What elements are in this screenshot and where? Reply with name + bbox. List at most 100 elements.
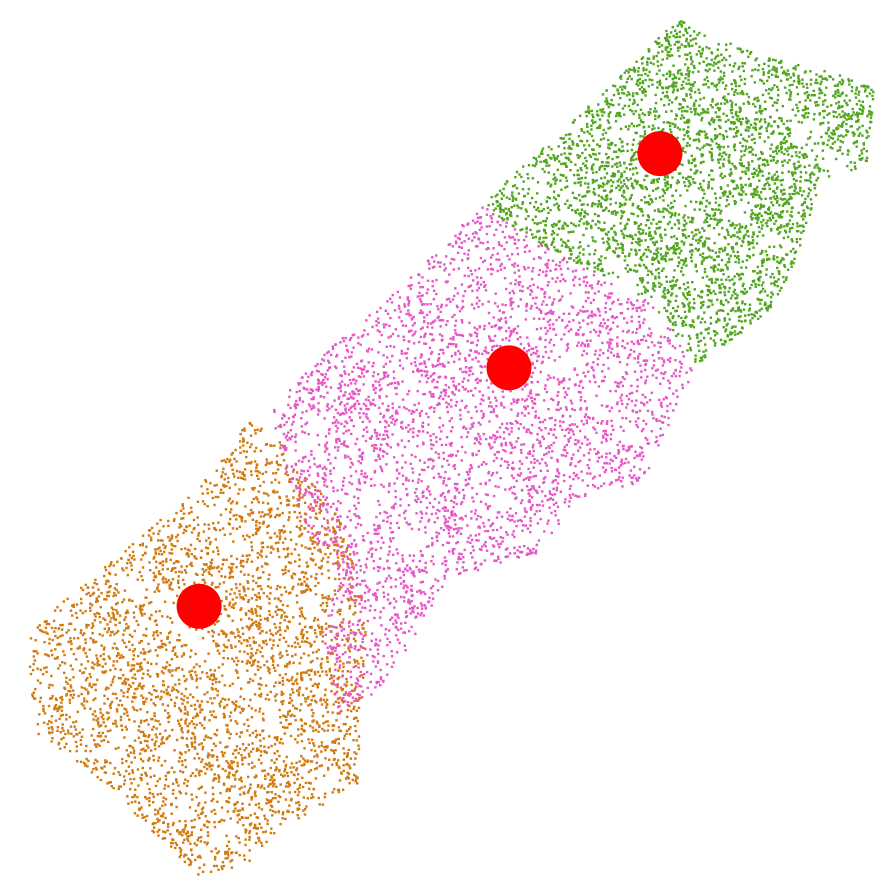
cluster-2-point <box>358 631 362 634</box>
cluster-1-point <box>126 562 129 565</box>
cluster-1-point <box>320 666 323 670</box>
cluster-1-point <box>146 740 149 743</box>
cluster-1-point <box>324 596 327 599</box>
cluster-1-point <box>210 574 213 577</box>
cluster-1-point <box>92 727 95 731</box>
cluster-1-point <box>325 601 328 604</box>
cluster-1-point <box>148 529 152 532</box>
cluster-1-point <box>50 740 53 743</box>
cluster-1-point <box>208 542 212 546</box>
cluster-1-point <box>36 667 39 670</box>
cluster-1-point <box>255 520 258 524</box>
cluster-1-point <box>95 719 98 722</box>
cluster-1-point <box>180 753 183 756</box>
cluster-1-point <box>282 699 285 703</box>
cluster-2-point <box>491 544 495 547</box>
cluster-1-point <box>123 618 126 622</box>
cluster-1-point <box>109 683 113 687</box>
cluster-1-point <box>146 661 149 664</box>
cluster-1-point <box>295 543 298 546</box>
cluster-1-point <box>89 675 92 679</box>
cluster-1-point <box>260 761 263 765</box>
cluster-2-point <box>337 437 340 441</box>
cluster-1-point <box>98 731 101 735</box>
cluster-2-point <box>500 444 503 447</box>
cluster-2-point <box>323 481 326 484</box>
cluster-1-point <box>239 570 243 573</box>
cluster-1-point <box>281 683 285 686</box>
cluster-2-point <box>375 515 378 519</box>
cluster-2-point <box>542 480 546 484</box>
cluster-1-point <box>229 719 233 722</box>
cluster-1-point <box>303 527 307 530</box>
cluster-1-point <box>223 533 226 537</box>
cluster-1-point <box>189 842 192 845</box>
cluster-1-point <box>246 441 249 444</box>
cluster-1-point <box>274 796 277 800</box>
cluster-2-point <box>403 584 406 587</box>
cluster-1-point <box>184 792 188 795</box>
cluster-1-point <box>126 690 129 693</box>
cluster-1-point <box>327 724 330 727</box>
cluster-2-point <box>449 342 453 346</box>
cluster-1-point <box>270 647 274 650</box>
cluster-2-point <box>316 495 320 498</box>
cluster-1-point <box>301 776 304 779</box>
cluster-1-point <box>339 523 342 526</box>
cluster-1-point <box>257 490 260 493</box>
cluster-1-point <box>335 690 339 694</box>
cluster-1-point <box>236 671 239 674</box>
cluster-2-point <box>466 253 470 256</box>
cluster-1-point <box>256 556 260 559</box>
cluster-1-point <box>350 683 353 687</box>
cluster-1-point <box>278 537 282 541</box>
cluster-1-point <box>288 511 291 514</box>
cluster-1-point <box>69 637 72 640</box>
cluster-1-point <box>283 619 286 622</box>
cluster-1-point <box>201 567 204 571</box>
cluster-2-point <box>499 435 502 439</box>
cluster-1-point <box>117 746 120 749</box>
cluster-1-point <box>84 667 87 670</box>
cluster-1-point <box>170 537 173 540</box>
cluster-1-point <box>211 786 214 789</box>
cluster-1-point <box>208 572 211 575</box>
cluster-1-point <box>148 561 151 564</box>
cluster-1-point <box>246 669 249 672</box>
cluster-1-point <box>240 780 243 783</box>
cluster-1-point <box>333 589 336 592</box>
cluster-1-point <box>210 583 214 586</box>
cluster-1-point <box>164 797 168 801</box>
cluster-1-point <box>284 537 287 540</box>
cluster-2-point <box>385 463 388 466</box>
cluster-1-point <box>240 786 243 789</box>
cluster-1-point <box>141 544 144 547</box>
cluster-1-point <box>48 683 51 687</box>
cluster-2-point <box>335 419 338 422</box>
cluster-1-point <box>127 625 130 628</box>
cluster-2-point <box>552 298 556 301</box>
cluster-1-point <box>251 742 254 745</box>
cluster-1-point <box>129 788 132 791</box>
cluster-1-point <box>146 669 150 672</box>
cluster-1-point <box>197 534 200 537</box>
cluster-1-point <box>269 831 273 835</box>
cluster-1-point <box>254 610 258 613</box>
cluster-1-point <box>278 529 281 532</box>
cluster-1-point <box>196 699 199 703</box>
cluster-1-point <box>213 678 217 681</box>
cluster-2-point <box>421 276 424 279</box>
cluster-1-point <box>214 847 217 850</box>
cluster-2-point <box>391 293 394 297</box>
cluster-1-point <box>154 548 157 551</box>
cluster-1-point <box>249 656 253 660</box>
cluster-2-point <box>369 548 372 551</box>
cluster-1-point <box>278 555 281 559</box>
cluster-2-point <box>452 336 455 339</box>
cluster-2-point <box>354 407 357 410</box>
cluster-1-point <box>181 702 184 705</box>
cluster-1-point <box>269 778 272 782</box>
cluster-1-point <box>96 661 99 665</box>
cluster-1-point <box>69 684 72 687</box>
cluster-2-point <box>545 303 548 307</box>
